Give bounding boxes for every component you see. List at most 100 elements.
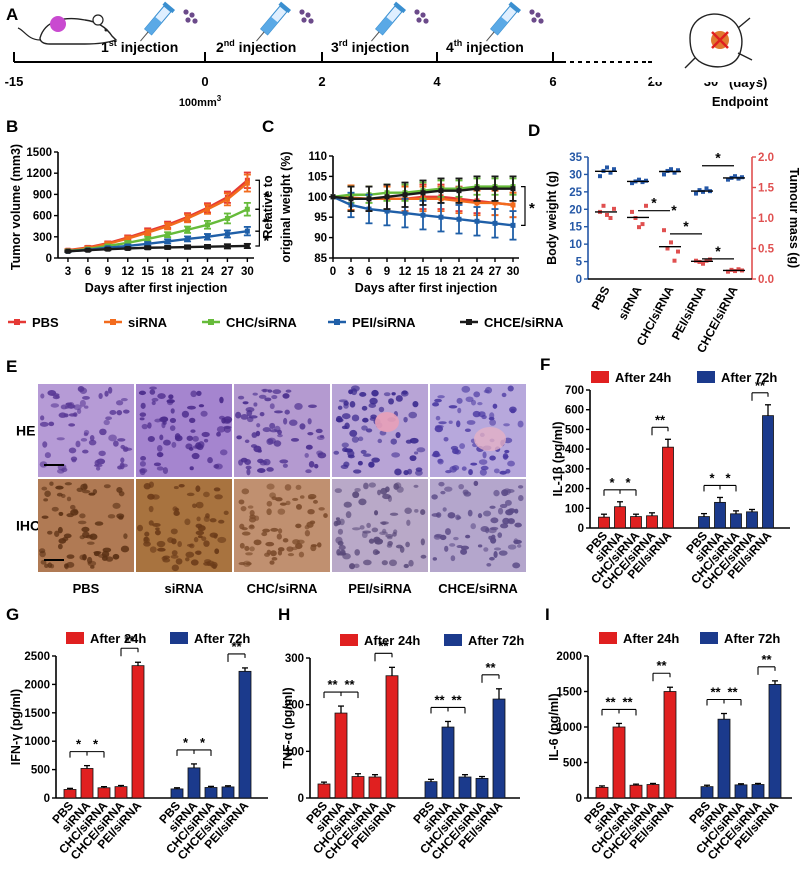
cell-nucleus — [39, 421, 49, 427]
y-tick-label-right: 2.0 — [758, 152, 774, 164]
y-tick-label: 30 — [569, 169, 582, 181]
tumour-mass-point — [726, 269, 730, 274]
tumour-mass-point — [736, 267, 741, 272]
bar — [698, 516, 710, 529]
cell-nucleus — [186, 405, 196, 410]
cell-nucleus — [354, 549, 361, 556]
cell-nucleus — [120, 444, 126, 450]
cell-nucleus — [40, 393, 45, 399]
cell-nucleus — [47, 562, 53, 568]
cell-nucleus — [190, 429, 196, 433]
cell-nucleus — [85, 534, 93, 539]
superscript: th — [454, 38, 463, 48]
cell-nucleus — [138, 390, 147, 396]
cell-nucleus — [276, 533, 282, 540]
cell-nucleus — [201, 431, 210, 438]
cell-nucleus — [501, 392, 507, 398]
chart-C: 85 90 95 100 105 110 0 3 6 9 12 15 18 21 24 27 30 Days af… — [261, 151, 535, 295]
cell-nucleus — [414, 470, 423, 476]
data-point — [474, 200, 480, 206]
cell-nucleus — [299, 495, 305, 499]
panel-label-I: I — [545, 605, 550, 624]
cell-nucleus — [139, 412, 147, 417]
x-tick-label: 6 — [85, 266, 91, 278]
legend-label: After 72h — [724, 631, 780, 646]
significance-star: * — [715, 243, 721, 259]
tumour-mass-point — [662, 228, 666, 233]
cell-nucleus — [394, 468, 402, 476]
cell-nucleus — [217, 536, 227, 544]
cell-nucleus — [82, 395, 90, 400]
bar — [114, 786, 128, 799]
cell-nucleus — [48, 421, 55, 427]
y-tick-label: 1500 — [24, 708, 50, 720]
significance-bracket — [255, 208, 260, 232]
series-sirna — [64, 173, 251, 254]
timeline-tick-label: -15 — [5, 74, 24, 89]
cell-nucleus — [79, 513, 86, 519]
chart-H: 0 100 200 300 TNF-α (pg/ml) After 24h After 72… — [281, 633, 524, 863]
cell-nucleus — [266, 467, 274, 472]
cell-nucleus — [359, 525, 365, 530]
cell-nucleus — [459, 443, 466, 450]
significance-star: * — [609, 475, 615, 490]
cell-nucleus — [409, 437, 419, 444]
syringe-handle — [393, 1, 406, 14]
cell-nucleus — [362, 453, 372, 457]
data-point — [474, 186, 480, 192]
cell-nucleus — [472, 410, 481, 418]
significance-star: ** — [327, 677, 338, 692]
cell-nucleus — [241, 488, 250, 495]
cell-nucleus — [460, 548, 468, 555]
y-axis-label: Tumor volume (mm3) — [9, 144, 23, 270]
cell-nucleus — [43, 498, 49, 502]
cell-nucleus — [497, 532, 503, 538]
y-tick-label: 300 — [33, 232, 52, 244]
x-tick-label: 21 — [453, 266, 466, 278]
endpoint-label: Endpoint — [712, 94, 769, 109]
significance-star: * — [725, 470, 731, 485]
legend-swatch — [340, 634, 358, 646]
significance-star: ** — [124, 633, 135, 648]
cell-nucleus — [304, 529, 311, 537]
bar — [663, 691, 677, 799]
cell-nucleus — [304, 525, 310, 530]
cell-nucleus — [432, 557, 438, 561]
cell-nucleus — [159, 434, 164, 441]
cell-nucleus — [191, 452, 200, 460]
y-axis-label-right: Tumour mass (g) — [787, 168, 800, 268]
cell-nucleus — [119, 462, 125, 470]
cell-nucleus — [140, 402, 146, 409]
data-point — [330, 194, 336, 200]
cell-nucleus — [207, 457, 213, 464]
cell-nucleus — [368, 482, 376, 488]
cell-nucleus — [434, 398, 442, 403]
data-point — [185, 227, 191, 233]
cell-nucleus — [44, 452, 51, 459]
x-tick-label: 30 — [507, 266, 520, 278]
cell-nucleus — [404, 507, 412, 514]
cell-nucleus — [174, 433, 181, 440]
cell-nucleus — [359, 392, 367, 397]
cell-nucleus — [236, 435, 242, 440]
histology-grid: HE IHC PBS siRNA CHC/siRNA PEI/siRNA CHCE/siRN… — [16, 384, 526, 596]
y-axis-label: Body weight (g) — [545, 171, 559, 265]
legend-marker — [466, 319, 472, 325]
body-weight-point — [612, 167, 616, 172]
cell-nucleus — [49, 481, 54, 486]
bar — [187, 767, 201, 799]
cell-nucleus — [432, 402, 440, 407]
data-point — [145, 236, 151, 242]
cell-nucleus — [460, 545, 470, 550]
cell-nucleus — [405, 541, 410, 548]
cell-nucleus — [450, 445, 459, 451]
significance-star: * — [263, 189, 269, 206]
cell-nucleus — [349, 563, 356, 570]
tumour-mass-point — [708, 257, 712, 262]
cell-nucleus — [169, 417, 177, 424]
cell-nucleus — [444, 528, 451, 535]
cell-nucleus — [371, 527, 379, 533]
legend-label: PEI/siRNA — [352, 315, 416, 330]
body-weight-point — [630, 181, 634, 186]
cell-nucleus — [499, 503, 508, 509]
